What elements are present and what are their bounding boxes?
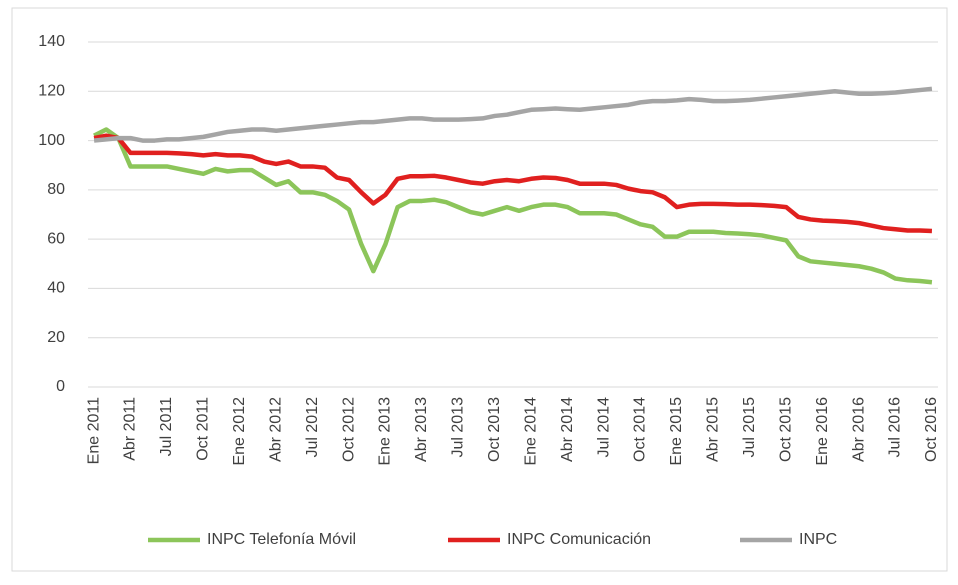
- x-tick-label: Abr 2015: [705, 397, 722, 462]
- x-tick-label: Jul 2014: [595, 397, 612, 458]
- x-tick-label: Abr 2014: [559, 397, 576, 462]
- x-tick-label: Jul 2012: [304, 397, 321, 458]
- legend-label: INPC: [799, 531, 837, 548]
- x-tick-label: Oct 2015: [777, 397, 794, 462]
- x-tick-label: Ene 2013: [377, 397, 394, 466]
- x-tick-label: Jul 2013: [450, 397, 467, 458]
- x-tick-label: Oct 2016: [923, 397, 940, 462]
- x-tick-label: Ene 2016: [814, 397, 831, 466]
- x-tick-label: Ene 2012: [231, 397, 248, 466]
- y-tick-label: 0: [56, 378, 65, 395]
- y-tick-label: 80: [47, 181, 65, 198]
- chart-border: [11, 7, 948, 572]
- series-line: [93, 86, 933, 143]
- x-tick-label: Ene 2011: [85, 397, 102, 464]
- series-line: [93, 127, 933, 285]
- x-tick-label: Ene 2014: [522, 397, 539, 466]
- y-tick-label: 140: [38, 33, 65, 50]
- y-tick-label: 20: [47, 329, 65, 346]
- y-tick-label: 120: [38, 83, 65, 100]
- x-tick-label: Abr 2013: [413, 397, 430, 462]
- legend-label: INPC Comunicación: [507, 531, 651, 548]
- x-tick-label: Jul 2016: [887, 397, 904, 458]
- x-tick-label: Oct 2014: [632, 397, 649, 462]
- x-tick-label: Abr 2011: [122, 397, 139, 461]
- x-tick-label: Abr 2012: [267, 397, 284, 462]
- x-tick-label: Oct 2011: [195, 397, 212, 461]
- y-tick-label: 40: [47, 280, 65, 297]
- x-tick-label: Oct 2012: [340, 397, 357, 462]
- legend-label: INPC Telefonía Móvil: [207, 531, 356, 548]
- x-tick-label: Jul 2011: [158, 397, 175, 456]
- x-tick-label: Jul 2015: [741, 397, 758, 458]
- x-tick-label: Oct 2013: [486, 397, 503, 462]
- x-tick-label: Abr 2016: [850, 397, 867, 462]
- y-tick-label: 60: [47, 230, 65, 247]
- series-line: [93, 133, 933, 234]
- x-tick-label: Ene 2015: [668, 397, 685, 466]
- y-tick-label: 100: [38, 132, 65, 149]
